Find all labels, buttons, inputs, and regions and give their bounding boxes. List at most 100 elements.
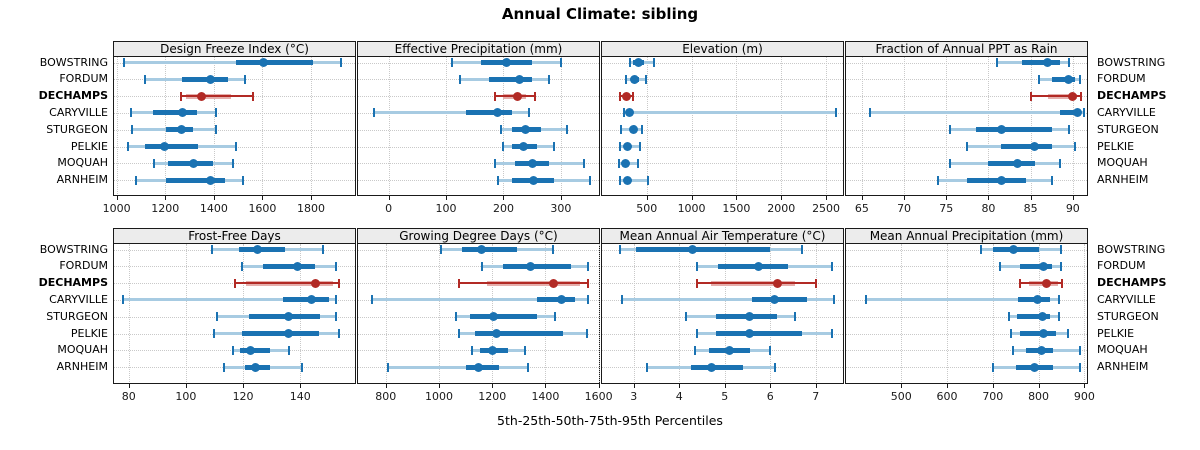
iqr-band <box>144 144 199 149</box>
whisker-cap-right <box>1082 108 1085 118</box>
tick-label: 1200 <box>151 202 180 215</box>
median-dot <box>205 175 215 185</box>
whisker-cap-left <box>180 91 183 101</box>
gridline-h <box>602 180 843 182</box>
tick-label: 80 <box>121 390 136 403</box>
gridline-v <box>262 57 264 194</box>
tick-mark <box>446 196 448 200</box>
whisker-cap-right <box>287 345 290 355</box>
station-label-left-moquah: MOQUAH <box>57 156 108 170</box>
tick-label: 200 <box>492 202 514 215</box>
whisker-cap-right <box>834 108 837 118</box>
tick-label: 100 <box>435 202 457 215</box>
whisker-cap-right <box>639 142 642 151</box>
iqr-band <box>537 297 575 303</box>
median-dot <box>620 158 630 168</box>
whisker-cap-left <box>439 245 442 254</box>
whisker-cap-right <box>559 58 562 67</box>
whisker-cap-right <box>334 295 337 305</box>
tick-mark <box>165 196 167 200</box>
gridline-h <box>358 129 599 131</box>
gridline-v <box>598 244 600 382</box>
whisker-line <box>374 111 530 115</box>
whisker-cap-right <box>830 329 833 338</box>
median-dot <box>630 74 640 84</box>
x-axis-caption: 5th-25th-50th-75th-95th Percentiles <box>497 413 723 428</box>
median-dot <box>706 362 716 372</box>
median-dot <box>1008 245 1018 254</box>
station-label-left-arnheim: ARNHEIM <box>56 173 108 187</box>
tick-label: 1600 <box>584 390 613 403</box>
median-dot <box>1042 278 1052 288</box>
median-dot <box>526 261 536 271</box>
tick-mark <box>1030 196 1032 200</box>
tick-label: 500 <box>636 202 658 215</box>
whisker-line <box>622 298 834 302</box>
median-dot <box>1043 58 1052 67</box>
tick-mark <box>185 384 187 388</box>
whisker-cap-left <box>143 74 146 84</box>
median-dot <box>252 245 262 254</box>
gridline-h <box>358 180 599 182</box>
panel-strip-effective-precipitation-mm: Effective Precipitation (mm) <box>357 41 600 57</box>
tick-mark <box>826 196 828 200</box>
gridline-h <box>846 62 1087 64</box>
gridline-v <box>165 57 167 194</box>
median-dot <box>1036 345 1046 355</box>
gridline-h <box>114 112 355 114</box>
whisker-cap-right <box>1078 345 1081 355</box>
gridline-v <box>992 244 994 382</box>
whisker-cap-right <box>832 295 835 305</box>
tick-label: 800 <box>1028 390 1050 403</box>
whisker-line <box>234 282 339 285</box>
gridline-v <box>826 57 828 194</box>
station-label-right-moquah: MOQUAH <box>1097 156 1148 170</box>
median-dot <box>176 125 186 135</box>
median-dot <box>528 175 538 185</box>
whisker-cap-right <box>1078 74 1081 84</box>
whisker-cap-right <box>1050 175 1053 185</box>
whisker-cap-left <box>499 125 502 135</box>
whisker-cap-right <box>587 261 590 271</box>
whisker-cap-right <box>553 142 556 151</box>
station-label-right-dechamps: DECHAMPS <box>1097 276 1167 290</box>
median-dot <box>1030 142 1040 151</box>
iqr-band <box>636 247 771 252</box>
whisker-cap-left <box>625 74 628 84</box>
gridline-h <box>846 266 1087 268</box>
tick-label: 2500 <box>812 202 841 215</box>
median-dot <box>623 175 633 185</box>
tick-mark <box>815 384 817 388</box>
whisker-cap-right <box>1074 142 1077 151</box>
whisker-cap-left <box>980 245 983 254</box>
gridline-v <box>815 244 817 382</box>
whisker-cap-right <box>244 74 247 84</box>
whisker-cap-right <box>215 125 218 135</box>
whisker-cap-right <box>637 158 640 168</box>
tick-mark <box>736 196 738 200</box>
gridline-h <box>846 249 1087 251</box>
whisker-cap-left <box>450 58 453 67</box>
whisker-cap-left <box>122 295 124 305</box>
panel-strip-elevation-m: Elevation (m) <box>601 41 844 57</box>
gridline-v <box>213 57 215 194</box>
iqr-band <box>474 331 563 336</box>
station-label-left-dechamps: DECHAMPS <box>38 89 108 103</box>
median-dot <box>1037 312 1047 322</box>
station-label-left-caryville: CARYVILLE <box>49 292 108 306</box>
tick-label: 4 <box>675 390 683 403</box>
gridline-h <box>846 350 1087 352</box>
whisker-cap-left <box>936 175 939 185</box>
gridline-v <box>560 57 562 194</box>
whisker-cap-left <box>232 345 235 355</box>
median-dot <box>724 345 734 355</box>
tick-mark <box>503 196 505 200</box>
iqr-band <box>502 263 571 269</box>
panel-strip-frost-free-days: Frost-Free Days <box>113 228 356 244</box>
strip-label: Mean Annual Air Temperature (°C) <box>619 229 826 243</box>
whisker-cap-left <box>1007 312 1010 322</box>
whisker-cap-left <box>696 329 699 338</box>
whisker-cap-right <box>553 312 556 322</box>
tick-label: 1000 <box>677 202 706 215</box>
station-label-left-sturgeon: STURGEON <box>46 122 108 136</box>
